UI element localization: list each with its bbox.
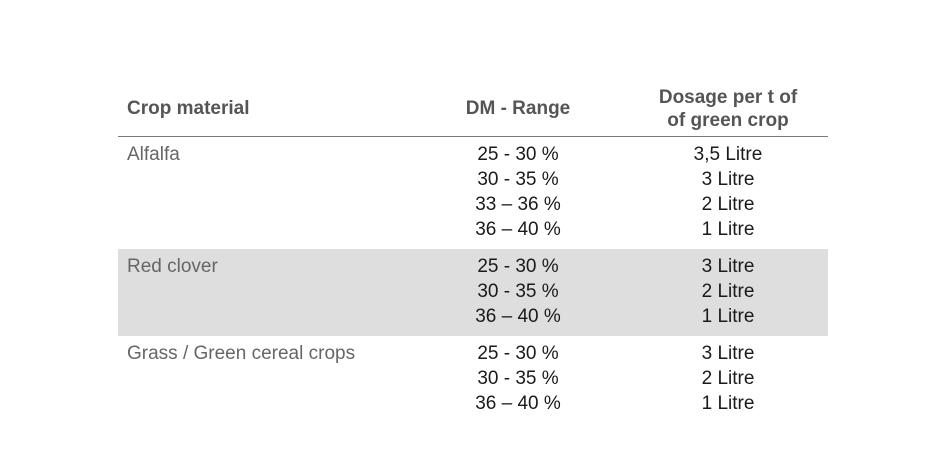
dm-range-cell: 30 - 35 %	[477, 368, 559, 389]
table-header: Crop material DM - Range Dosage per t of…	[118, 82, 828, 137]
crop-name: Grass / Green cereal crops	[127, 343, 356, 364]
crop-group-alfalfa: Alfalfa 25 - 30 % 3,5 Litre 30 - 35 % 3 …	[118, 137, 828, 249]
dm-range-cell: 36 – 40 %	[475, 219, 561, 240]
crop-name: Alfalfa	[127, 144, 180, 165]
table-row: 30 - 35 % 3 Litre	[118, 167, 828, 192]
header-dosage-line2: of green crop	[667, 110, 789, 131]
dosage-cell: 3 Litre	[701, 256, 755, 277]
dm-range-cell: 36 – 40 %	[475, 393, 561, 414]
crop-name: Red clover	[127, 256, 218, 277]
crop-group-grass: Grass / Green cereal crops 25 - 30 % 3 L…	[118, 336, 828, 423]
table-row: 25 - 30 % 3 Litre	[118, 254, 828, 279]
dosage-cell: 2 Litre	[701, 368, 755, 389]
dosage-cell: 1 Litre	[701, 393, 755, 414]
dm-range-cell: 30 - 35 %	[477, 169, 559, 190]
dm-range-cell: 36 – 40 %	[475, 306, 561, 327]
crop-group-red-clover: Red clover 25 - 30 % 3 Litre 30 - 35 % 2…	[118, 249, 828, 336]
header-dm-range: DM - Range	[465, 98, 571, 119]
dosage-cell: 3 Litre	[701, 169, 755, 190]
dosage-cell: 2 Litre	[701, 194, 755, 215]
table-row: 33 – 36 % 2 Litre	[118, 192, 828, 217]
table-row: 36 – 40 % 1 Litre	[118, 217, 828, 242]
dm-range-cell: 25 - 30 %	[477, 144, 559, 165]
table-row: 30 - 35 % 2 Litre	[118, 366, 828, 391]
table-row: 30 - 35 % 2 Litre	[118, 279, 828, 304]
dosage-cell: 1 Litre	[701, 219, 755, 240]
dosage-cell: 3 Litre	[701, 343, 755, 364]
table-row: 25 - 30 % 3 Litre	[118, 341, 828, 366]
header-dosage: Dosage per t of of green crop	[638, 86, 818, 132]
table-row: 36 – 40 % 1 Litre	[118, 391, 828, 416]
table-row: 36 – 40 % 1 Litre	[118, 304, 828, 329]
table-row: 25 - 30 % 3,5 Litre	[118, 142, 828, 167]
dosage-cell: 3,5 Litre	[693, 144, 763, 165]
header-crop-material: Crop material	[127, 98, 250, 119]
dm-range-cell: 25 - 30 %	[477, 256, 559, 277]
dosage-table: Crop material DM - Range Dosage per t of…	[118, 82, 828, 423]
header-dosage-line1: Dosage per t of	[658, 87, 798, 108]
dm-range-cell: 30 - 35 %	[477, 281, 559, 302]
dm-range-cell: 25 - 30 %	[477, 343, 559, 364]
dosage-cell: 2 Litre	[701, 281, 755, 302]
dm-range-cell: 33 – 36 %	[475, 194, 561, 215]
dosage-cell: 1 Litre	[701, 306, 755, 327]
